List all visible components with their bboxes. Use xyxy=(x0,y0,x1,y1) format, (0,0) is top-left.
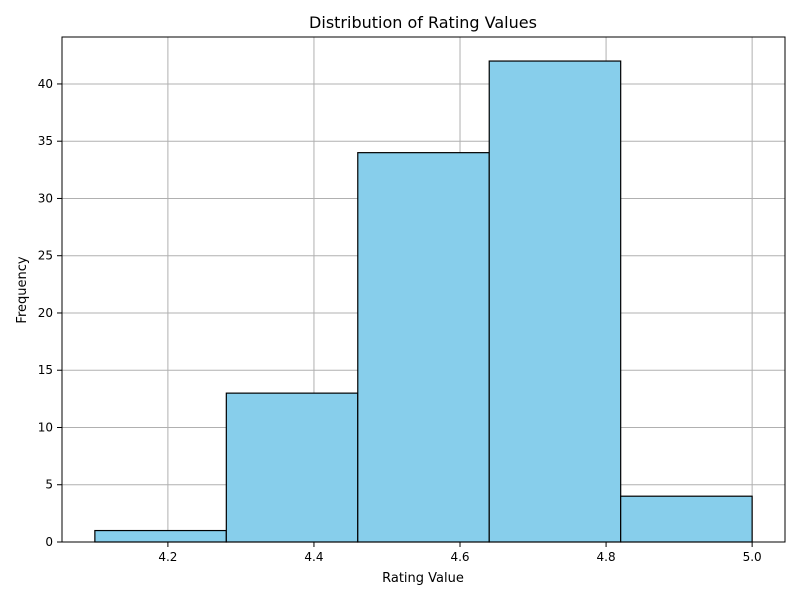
histogram-bar xyxy=(94,529,227,543)
histogram-bar xyxy=(620,495,753,543)
histogram-bar xyxy=(357,152,490,543)
y-axis-label: Frequency xyxy=(15,256,30,323)
y-tick-label: 30 xyxy=(38,191,53,205)
x-tick-label: 4.6 xyxy=(450,550,469,564)
y-axis-ticks: 0 5 10 15 20 25 30 35 40 xyxy=(38,77,62,549)
bars xyxy=(94,60,753,543)
plot-frame xyxy=(61,36,786,543)
x-tick-label: 5.0 xyxy=(743,550,762,564)
x-tick-label: 4.4 xyxy=(304,550,323,564)
x-tick-label: 4.8 xyxy=(597,550,616,564)
x-axis-ticks: 4.2 4.4 4.6 4.8 5.0 xyxy=(158,542,762,564)
y-tick-label: 5 xyxy=(45,478,53,492)
y-tick-label: 20 xyxy=(38,306,53,320)
y-tick-label: 15 xyxy=(38,363,53,377)
y-tick-label: 10 xyxy=(38,420,53,434)
y-tick-label: 25 xyxy=(38,249,53,263)
axes-frame xyxy=(61,36,786,543)
x-tick-label: 4.2 xyxy=(158,550,177,564)
chart-title: Distribution of Rating Values xyxy=(309,13,537,32)
histogram-bar xyxy=(225,392,359,543)
histogram-bar xyxy=(488,60,622,543)
y-tick-label: 40 xyxy=(38,77,53,91)
x-axis-label: Rating Value xyxy=(382,571,464,586)
y-tick-label: 0 xyxy=(45,535,53,549)
y-tick-label: 35 xyxy=(38,134,53,148)
